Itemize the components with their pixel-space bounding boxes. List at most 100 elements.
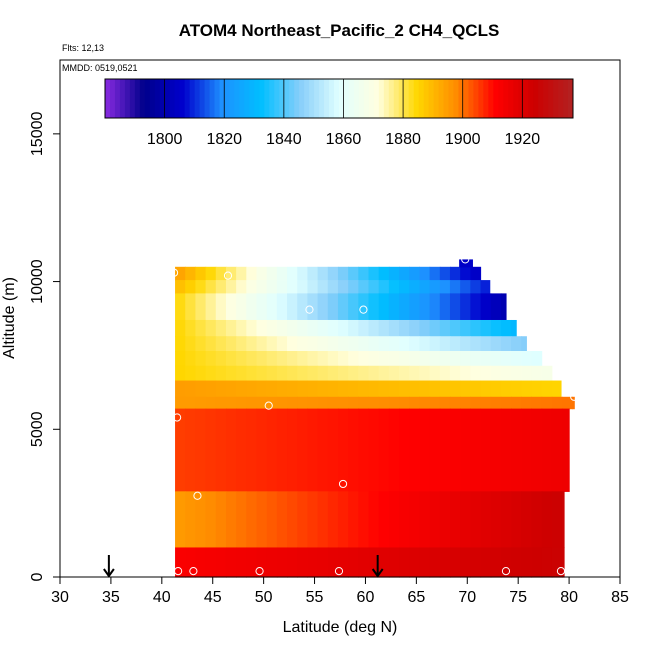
heatmap-cell bbox=[521, 380, 533, 398]
x-tick-label: 65 bbox=[407, 589, 425, 606]
heatmap-cell bbox=[327, 351, 339, 367]
sample-point bbox=[359, 305, 368, 314]
heatmap-cell bbox=[419, 365, 431, 382]
heatmap-cell bbox=[470, 547, 482, 578]
sample-point bbox=[305, 305, 314, 314]
heatmap-cell bbox=[409, 266, 421, 281]
colorbar-segment bbox=[204, 79, 211, 118]
heatmap-cell bbox=[195, 280, 207, 294]
heatmap-cell bbox=[409, 319, 421, 337]
heatmap-cell bbox=[521, 396, 533, 410]
colorbar-segment bbox=[229, 79, 235, 118]
colorbar-segment bbox=[468, 79, 474, 118]
heatmap-cell bbox=[256, 280, 268, 294]
colorbar-segment bbox=[473, 79, 479, 118]
heatmap-cell bbox=[561, 408, 570, 492]
heatmap-cell bbox=[337, 491, 349, 549]
heatmap-cell bbox=[266, 380, 278, 398]
heatmap-cell bbox=[215, 547, 227, 578]
heatmap-cell bbox=[337, 336, 349, 352]
colorbar-segment bbox=[134, 79, 141, 118]
heatmap-cell bbox=[429, 351, 441, 367]
heatmap-cell bbox=[256, 408, 268, 492]
heatmap-cell bbox=[307, 408, 319, 492]
colorbar-segment bbox=[259, 79, 265, 118]
heatmap-cell bbox=[531, 408, 543, 492]
heatmap-cell bbox=[348, 396, 359, 410]
heatmap-cell bbox=[500, 336, 512, 352]
heatmap-cell bbox=[348, 547, 359, 578]
heatmap-cell bbox=[317, 293, 329, 321]
heatmap-cell bbox=[490, 336, 502, 352]
colorbar-segment bbox=[139, 79, 146, 118]
heatmap-cell bbox=[399, 408, 410, 492]
heatmap-cell bbox=[195, 319, 207, 337]
colorbar-segment bbox=[458, 79, 464, 118]
heatmap-cell bbox=[358, 280, 370, 294]
heatmap-cell bbox=[256, 380, 268, 398]
heatmap-cell bbox=[388, 293, 400, 321]
colorbar-segment bbox=[124, 79, 131, 118]
heatmap-cell bbox=[205, 280, 217, 294]
colorbar-segment bbox=[383, 79, 390, 118]
x-tick-label: 85 bbox=[611, 589, 629, 606]
heatmap-cell bbox=[378, 396, 390, 410]
heatmap-cell bbox=[276, 266, 288, 281]
colorbar-segment bbox=[199, 79, 206, 118]
heatmap-cell bbox=[307, 266, 319, 281]
heatmap-cell bbox=[287, 396, 298, 410]
heatmap-cell bbox=[307, 351, 319, 367]
heatmap-cell bbox=[419, 351, 431, 367]
colorbar-segment bbox=[159, 79, 166, 118]
heatmap-cell bbox=[378, 491, 390, 549]
heatmap-cell bbox=[215, 266, 227, 281]
heatmap-cell bbox=[521, 408, 533, 492]
heatmap-cell bbox=[521, 336, 527, 352]
heatmap-cell bbox=[358, 351, 370, 367]
heatmap-cell bbox=[409, 491, 421, 549]
colorbar-segment bbox=[269, 79, 275, 118]
heatmap-cell bbox=[470, 266, 473, 281]
heatmap-cell bbox=[215, 380, 227, 398]
heatmap-cell bbox=[399, 365, 410, 382]
heatmap-cell bbox=[358, 266, 370, 281]
heatmap-cell bbox=[480, 408, 492, 492]
heatmap-cell bbox=[419, 336, 431, 352]
heatmap-cell bbox=[399, 351, 410, 367]
heatmap-cell bbox=[175, 280, 186, 294]
heatmap-cell bbox=[368, 408, 380, 492]
heatmap-cell bbox=[480, 293, 492, 321]
heatmap-cell bbox=[236, 319, 247, 337]
heatmap-cell bbox=[511, 547, 522, 578]
heatmap-cell bbox=[205, 351, 217, 367]
heatmap-cell bbox=[307, 547, 319, 578]
heatmap-cell bbox=[490, 319, 502, 337]
heatmap-cell bbox=[368, 293, 380, 321]
x-tick-label: 60 bbox=[357, 589, 375, 606]
heatmap-cell bbox=[449, 380, 461, 398]
sample-point bbox=[334, 566, 344, 576]
heatmap-cell bbox=[561, 396, 573, 410]
heatmap-cell bbox=[276, 336, 288, 352]
x-tick-label: 40 bbox=[153, 589, 171, 606]
colorbar-segment bbox=[154, 79, 161, 118]
colorbar-segment bbox=[428, 79, 435, 118]
heatmap-cell bbox=[225, 408, 237, 492]
heatmap-cell bbox=[327, 293, 339, 321]
heatmap-cell bbox=[195, 408, 207, 492]
heatmap-cell bbox=[429, 365, 441, 382]
heatmap-cell bbox=[185, 408, 197, 492]
heatmap-cell bbox=[276, 380, 288, 398]
heatmap-cell bbox=[297, 351, 309, 367]
heatmap-cell bbox=[297, 280, 309, 294]
heatmap-cell bbox=[287, 351, 298, 367]
heatmap-cell bbox=[348, 336, 359, 352]
heatmap-cell bbox=[378, 351, 390, 367]
heatmap-cell bbox=[521, 365, 533, 382]
heatmap-cell bbox=[195, 266, 207, 281]
heatmap-cell bbox=[225, 336, 237, 352]
heatmap-cell bbox=[511, 380, 522, 398]
colorbar-segment bbox=[164, 79, 171, 118]
heatmap-cell bbox=[215, 491, 227, 549]
